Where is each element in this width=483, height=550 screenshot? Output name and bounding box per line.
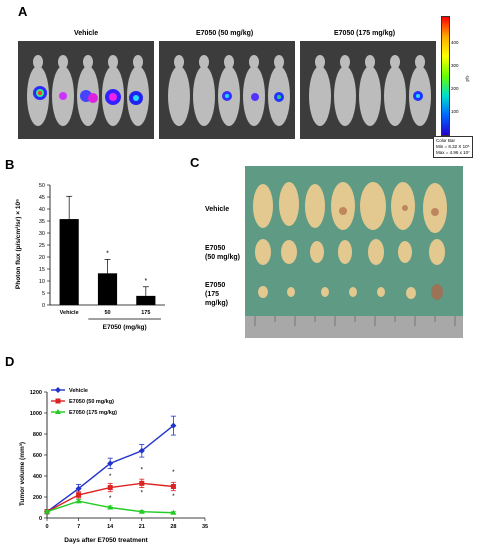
d-point-triangle (138, 508, 145, 514)
d-point-diamond (75, 485, 82, 492)
group-label-175: E7050 (175 mg/kg) (334, 30, 396, 37)
d-point-triangle (44, 508, 50, 514)
b-x-tick-label: 50 (104, 310, 110, 316)
colorbar-tick-400: 400 (451, 40, 459, 45)
colorbar-tick-100: 100 (451, 109, 459, 114)
b-y-tick-label: 0 (42, 303, 45, 309)
d-point-diamond (170, 422, 177, 429)
b-y-tick-label: 10 (39, 279, 45, 285)
d-point-diamond (107, 460, 114, 467)
d-point-square (170, 484, 176, 489)
d-point-triangle (75, 498, 82, 504)
colorbar-max: Max = 4.96 x 10⁷ (436, 150, 470, 155)
d-y-axis-label: Tumor volume (mm³) (19, 442, 26, 506)
d-x-tick-label: 35 (202, 524, 208, 530)
b-y-tick-label: 50 (39, 183, 45, 189)
colorbar-legend-box: Color Bar Min = 8.32 X 10⁵ Max = 4.96 x … (433, 136, 473, 158)
colorbar-unit: p/s (464, 75, 470, 82)
b-x-tick-label: 175 (141, 310, 150, 316)
group-label-vehicle: Vehicle (74, 30, 99, 37)
d-point-triangle (170, 509, 177, 515)
d-significance-mark: * (109, 473, 112, 480)
d-significance-mark: * (141, 489, 144, 496)
panel-d-letter: D (5, 354, 15, 369)
group-label-50: E7050 (50 mg/kg) (196, 30, 254, 37)
d-point-square (139, 480, 145, 486)
d-legend-label: Vehicle (69, 388, 88, 394)
colorbar-tick-200: 200 (451, 86, 459, 91)
d-x-tick-label: 0 (45, 524, 48, 530)
d-x-tick-label: 28 (170, 524, 176, 530)
bar-chart-b: Photon flux (p/s/cm²/sr) × 10⁶ 0 5 10 15 20 2… (15, 183, 165, 331)
d-y-tick-label: 1200 (30, 390, 42, 396)
b-y-tick-label: 45 (39, 195, 45, 201)
d-y-tick-label: 800 (33, 432, 42, 438)
d-y-tick-label: 400 (33, 474, 42, 480)
b-y-axis-label: Photon flux (p/s/cm²/sr) × 10⁶ (15, 199, 22, 289)
bioluminescence-image-vehicle (18, 41, 154, 139)
b-bar (97, 273, 118, 305)
color-scale-bar (441, 16, 450, 136)
panel-c-letter: C (190, 155, 200, 170)
b-y-tick-label: 30 (39, 231, 45, 237)
d-y-tick-label: 1000 (30, 411, 42, 417)
b-significance-mark: * (106, 250, 109, 257)
b-y-tick-label: 20 (39, 255, 45, 261)
colorbar-tick-300: 300 (451, 63, 459, 68)
bioluminescence-image-50 (159, 41, 295, 139)
b-x-axis-label: E7050 (mg/kg) (103, 324, 147, 331)
bioluminescence-image-175 (300, 41, 436, 139)
d-point-triangle (107, 504, 114, 510)
d-y-tick-label: 600 (33, 453, 42, 459)
d-x-tick-label: 14 (107, 524, 114, 530)
d-y-tick-label: 200 (33, 495, 42, 501)
d-significance-mark: * (172, 469, 175, 476)
d-point-square (107, 485, 113, 491)
c-row-label-50: E7050 (50 mg/kg) (205, 245, 241, 261)
d-significance-mark: * (141, 466, 144, 473)
panel-a-letter: A (18, 4, 28, 19)
d-point-square (76, 492, 82, 498)
tumors-graphic (245, 182, 463, 338)
b-bar (59, 219, 79, 305)
d-x-tick-label: 7 (77, 524, 80, 530)
d-x-axis-label: Days after E7050 treatment (64, 537, 148, 544)
b-x-tick-label: Vehicle (60, 310, 79, 316)
d-legend-marker (55, 409, 61, 414)
colorbar-min: Min = 8.32 X 10⁵ (436, 144, 470, 149)
d-y-tick-label: 0 (39, 516, 42, 522)
b-y-tick-label: 35 (39, 219, 45, 225)
d-significance-mark: * (109, 495, 112, 502)
c-row-label-175: E7050 (175 mg/kg) (205, 282, 228, 307)
d-x-tick-label: 21 (139, 524, 145, 530)
c-row-label-vehicle: Vehicle (205, 206, 230, 213)
b-y-tick-label: 15 (39, 267, 45, 273)
mice-vehicle-graphic (27, 55, 149, 126)
d-legend-label: E7050 (175 mg/kg) (69, 410, 117, 416)
b-bar (136, 295, 156, 305)
b-y-tick-label: 25 (39, 243, 45, 249)
d-legend-marker (55, 387, 61, 393)
b-y-tick-label: 5 (42, 291, 45, 297)
excised-tumors-photo (245, 166, 463, 338)
d-legend-label: E7050 (50 mg/kg) (69, 399, 114, 405)
b-y-tick-label: 40 (39, 207, 45, 213)
d-significance-mark: * (172, 493, 175, 500)
b-significance-mark: * (144, 278, 147, 285)
panel-b-letter: B (5, 157, 15, 172)
mice-50-graphic (168, 55, 290, 126)
line-chart-d: Tumor volume (mm³) 0 200 400 600 800 1000 1200… (19, 387, 208, 544)
d-legend-marker (55, 398, 61, 404)
d-point-diamond (138, 447, 145, 454)
mice-175-graphic (309, 55, 431, 126)
colorbar-title: Color Bar (436, 138, 456, 143)
